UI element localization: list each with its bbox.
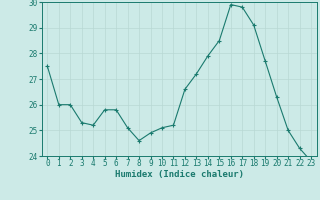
X-axis label: Humidex (Indice chaleur): Humidex (Indice chaleur) bbox=[115, 170, 244, 179]
